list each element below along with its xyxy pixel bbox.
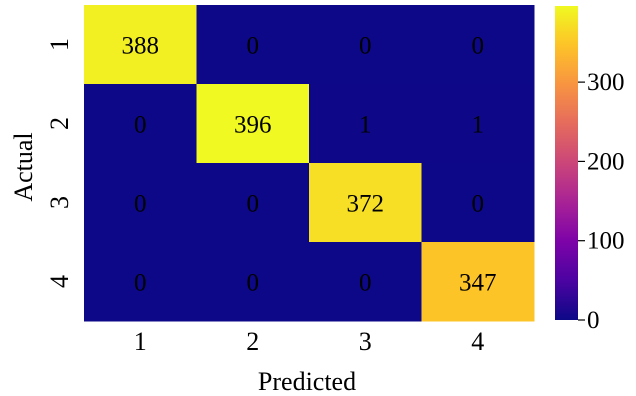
cell-value-r3-c1: 0: [134, 191, 147, 218]
cell-value-labels: 388 0 0 0 0 396 1 1 0 0 372 0 0 0 0 347: [122, 33, 497, 297]
heatmap-cell-r4-c3: [309, 242, 422, 322]
heatmap-cell-r2-c1: [84, 84, 197, 164]
heatmap-cell-r4-c4: [421, 242, 535, 322]
cell-value-r2-c1: 0: [134, 112, 147, 139]
heatmap-cell-r1-c3: [309, 5, 422, 85]
cell-value-r2-c3: 1: [359, 112, 372, 139]
colorbar-gradient: [555, 6, 578, 320]
x-tick-label-4: 4: [471, 327, 484, 356]
heatmap-cells: [84, 5, 535, 322]
colorbar: 0 100 200 300: [555, 6, 625, 334]
heatmap-cell-r1-c1: [84, 5, 197, 85]
cell-value-r2-c4: 1: [472, 112, 485, 139]
y-tick-label-4: 4: [45, 275, 74, 288]
cell-value-r3-c4: 0: [472, 191, 485, 218]
cell-value-r4-c2: 0: [247, 270, 260, 297]
cell-value-r3-c3: 372: [347, 191, 385, 218]
heatmap-cell-r3-c2: [196, 163, 310, 243]
y-tick-label-1: 1: [45, 38, 74, 51]
heatmap-cell-r2-c2: [196, 84, 310, 164]
cell-value-r4-c1: 0: [134, 270, 147, 297]
cell-value-r1-c4: 0: [472, 33, 485, 60]
heatmap-cell-r4-c1: [84, 242, 197, 322]
cell-value-r1-c3: 0: [359, 33, 372, 60]
heatmap-cell-r3-c3: [309, 163, 422, 243]
y-axis-label: Actual: [9, 132, 38, 201]
y-tick-label-3: 3: [45, 196, 74, 209]
cell-value-r4-c4: 347: [459, 270, 497, 297]
heatmap-cell-r3-c1: [84, 163, 197, 243]
heatmap-cell-r4-c2: [196, 242, 310, 322]
heatmap-cell-r3-c4: [421, 163, 535, 243]
x-axis-label: Predicted: [258, 367, 356, 396]
y-tick-label-2: 2: [45, 117, 74, 130]
x-tick-label-2: 2: [246, 327, 259, 356]
colorbar-tick-label-1: 100: [587, 228, 625, 255]
x-tick-labels: 1 2 3 4: [134, 327, 485, 356]
heatmap-cell-r2-c3: [309, 84, 422, 164]
x-tick-label-1: 1: [134, 327, 147, 356]
cell-value-r1-c2: 0: [247, 33, 260, 60]
colorbar-tick-label-3: 300: [587, 69, 625, 96]
heatmap-cell-r1-c2: [196, 5, 310, 85]
colorbar-tick-label-0: 0: [587, 307, 600, 334]
colorbar-ticks: 0 100 200 300: [578, 69, 625, 334]
cell-value-r2-c2: 396: [234, 112, 272, 139]
y-tick-labels: 1 2 3 4: [45, 38, 74, 288]
cell-value-r1-c1: 388: [122, 33, 160, 60]
heatmap-cell-r1-c4: [421, 5, 535, 85]
colorbar-tick-label-2: 200: [587, 148, 625, 175]
cell-value-r4-c3: 0: [359, 270, 372, 297]
x-tick-label-3: 3: [359, 327, 372, 356]
heatmap-cell-r2-c4: [421, 84, 535, 164]
cell-value-r3-c2: 0: [247, 191, 260, 218]
